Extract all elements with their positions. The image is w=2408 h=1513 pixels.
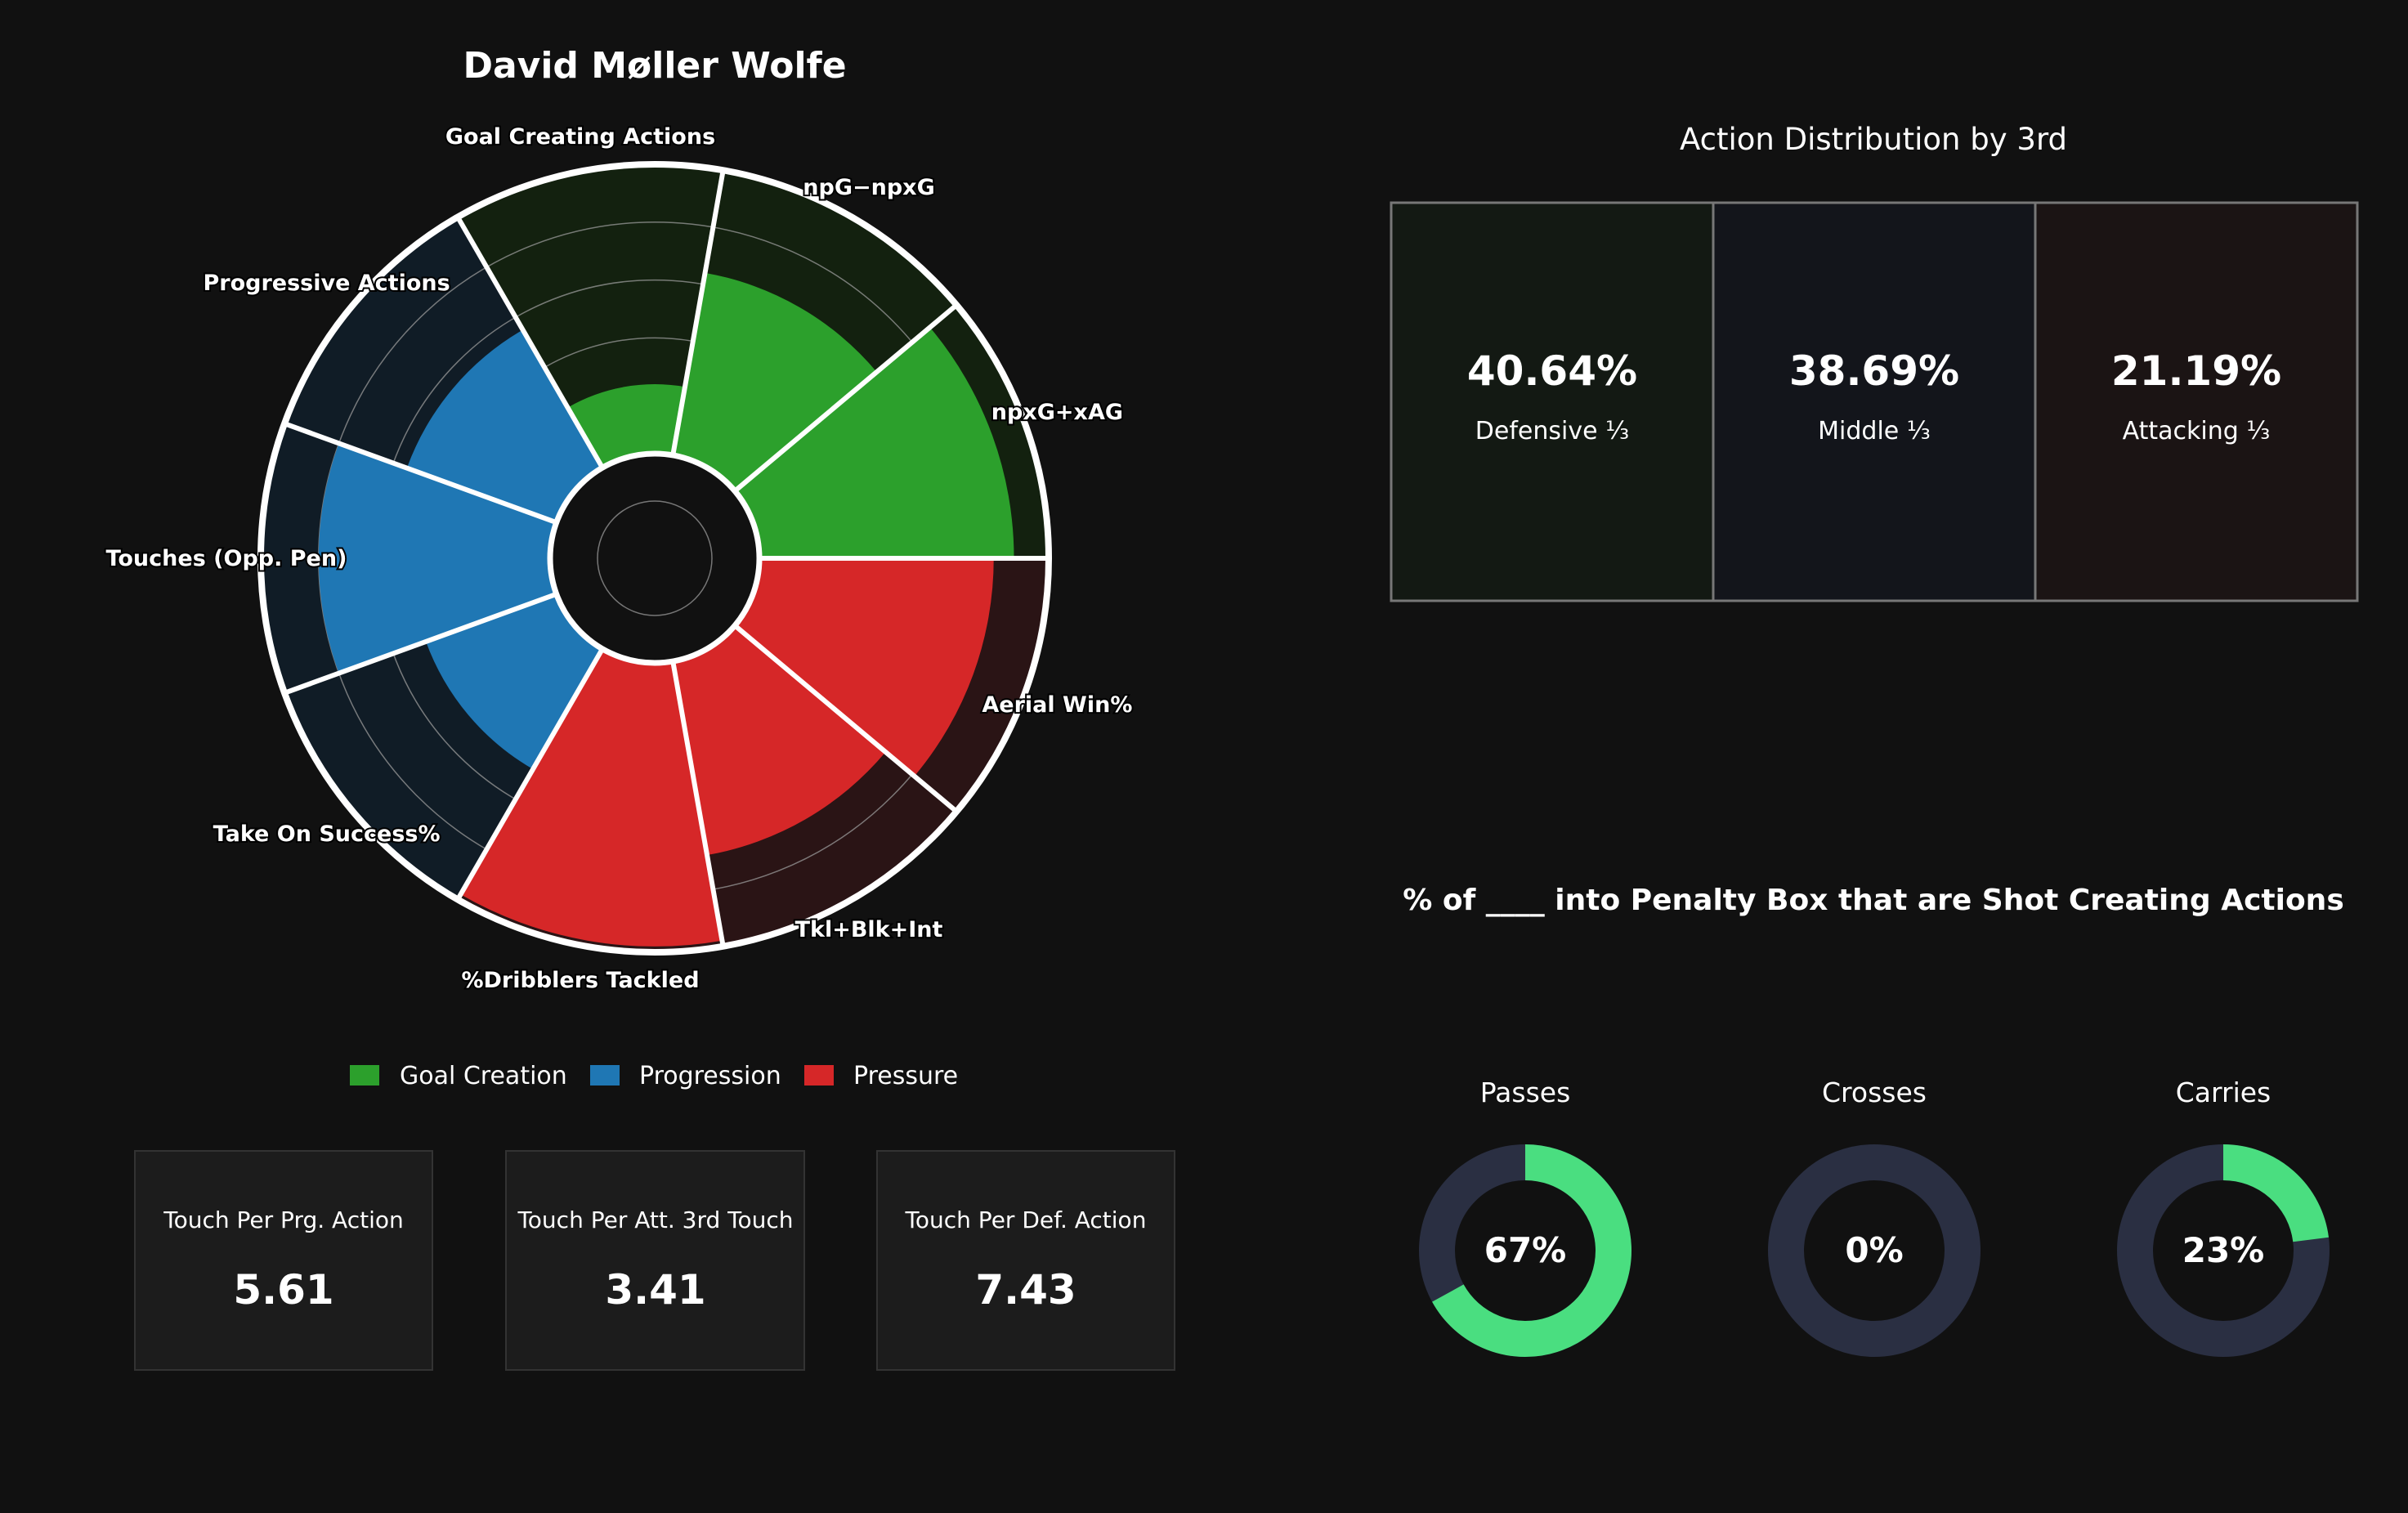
pizza-separators [257, 161, 1052, 956]
legend-swatch-goal-creation [350, 1065, 379, 1086]
metric-label: npxG+xAG [991, 400, 1123, 425]
stat-card-touch-per-prg-action: Touch Per Prg. Action 5.61 [134, 1150, 433, 1371]
wedge-separator [733, 302, 959, 494]
pizza-legend: Goal Creation Progression Pressure [350, 1062, 958, 1090]
stat-card-label: Touch Per Prg. Action [163, 1206, 403, 1233]
donut-track [1768, 1144, 1981, 1357]
stat-card-value: 3.41 [605, 1266, 705, 1314]
metric-label: npG−npxG [803, 175, 934, 200]
wedge-separator [455, 216, 605, 469]
third-cell-attacking [2034, 201, 2359, 602]
donut-passes: Passes 67% [1419, 1077, 1631, 1357]
stat-card-label: Touch Per Att. 3rd Touch [517, 1206, 793, 1233]
donut-value-crosses: 0% [1845, 1230, 1903, 1270]
metric-label: Aerial Win% [982, 692, 1132, 718]
player-name-title: David Møller Wolfe [463, 45, 846, 87]
legend-label-goal-creation: Goal Creation [400, 1062, 567, 1090]
third-value-middle: 38.69% [1789, 347, 1959, 395]
metric-label: Touches (Opp. Pen) [106, 546, 347, 571]
value-wedge-npxg-xag [735, 327, 1014, 558]
stat-card-value: 5.61 [233, 1266, 333, 1314]
wedge-separator [670, 660, 726, 947]
pizza-chart: Aerial Win% Tkl+Blk+Int %Dribblers Tackled… [105, 123, 1135, 995]
third-value-attacking: 21.19% [2111, 347, 2281, 395]
donut-value-passes: 67% [1484, 1230, 1567, 1270]
value-wedge-take-on-success [426, 593, 602, 770]
metric-label: Tkl+Blk+Int [795, 917, 943, 942]
third-label-defensive: Defensive ⅓ [1475, 417, 1629, 445]
metric-label: Take On Success% [213, 821, 441, 847]
third-cell-middle [1712, 201, 2037, 602]
pizza-metric-labels: Aerial Win% Tkl+Blk+Int %Dribblers Tackled… [105, 123, 1135, 995]
action-distribution-title: Action Distribution by 3rd [1680, 122, 2067, 157]
wedge-separator [455, 647, 605, 901]
value-wedge-progressive-actions [406, 329, 602, 523]
third-cell-defensive [1390, 201, 1715, 602]
stat-card-touch-per-def-action: Touch Per Def. Action 7.43 [876, 1150, 1175, 1371]
value-wedge-tkl-blk-int [673, 625, 886, 856]
donut-label-passes: Passes [1480, 1077, 1571, 1108]
donut-crosses: Crosses 0% [1768, 1077, 1981, 1357]
metric-label: Progressive Actions [203, 271, 450, 296]
stat-card-value: 7.43 [975, 1266, 1076, 1314]
third-label-middle: Middle ⅓ [1818, 417, 1931, 445]
stat-card-label: Touch Per Def. Action [905, 1206, 1147, 1233]
value-wedge-touches-opp-pen [318, 443, 557, 674]
pizza-center [547, 450, 763, 666]
wedge-separator [670, 169, 726, 456]
center-ring [597, 500, 713, 616]
value-wedge-dribblers-tackled [460, 648, 723, 947]
value-wedge-npg-npxg [673, 272, 877, 491]
wedge-separator [284, 421, 557, 526]
legend-label-progression: Progression [639, 1062, 781, 1090]
donut-fill-arc [2222, 1144, 2329, 1242]
metric-label: Goal Creating Actions [445, 124, 715, 150]
metric-label: %Dribblers Tackled [461, 968, 699, 993]
value-wedge-aerial-win [735, 558, 994, 777]
donut-label-crosses: Crosses [1822, 1077, 1927, 1108]
action-distribution-table: 40.64% Defensive ⅓ 38.69% Middle ⅓ 21.19… [1390, 201, 2359, 602]
third-value-defensive: 40.64% [1467, 347, 1637, 395]
sca-section-title: % of ____ into Penalty Box that are Shot… [1403, 884, 2344, 917]
wedge-separator [733, 623, 959, 814]
wedge-separator [284, 591, 557, 696]
center-hole [547, 450, 763, 666]
value-wedge-goal-creating-actions [567, 384, 685, 468]
donut-label-carries: Carries [2176, 1077, 2271, 1108]
donut-carries: Carries 23% [2117, 1077, 2330, 1357]
pizza-value-wedges [318, 272, 1014, 947]
legend-label-pressure: Pressure [853, 1062, 958, 1090]
third-label-attacking: Attacking ⅓ [2123, 417, 2271, 445]
donut-fill-arc [1432, 1144, 1631, 1357]
stat-card-touch-per-att-3rd-touch: Touch Per Att. 3rd Touch 3.41 [505, 1150, 805, 1371]
outer-ring [257, 161, 1052, 956]
legend-swatch-progression [590, 1065, 620, 1086]
legend-swatch-pressure [804, 1065, 834, 1086]
donut-value-carries: 23% [2182, 1230, 2265, 1270]
